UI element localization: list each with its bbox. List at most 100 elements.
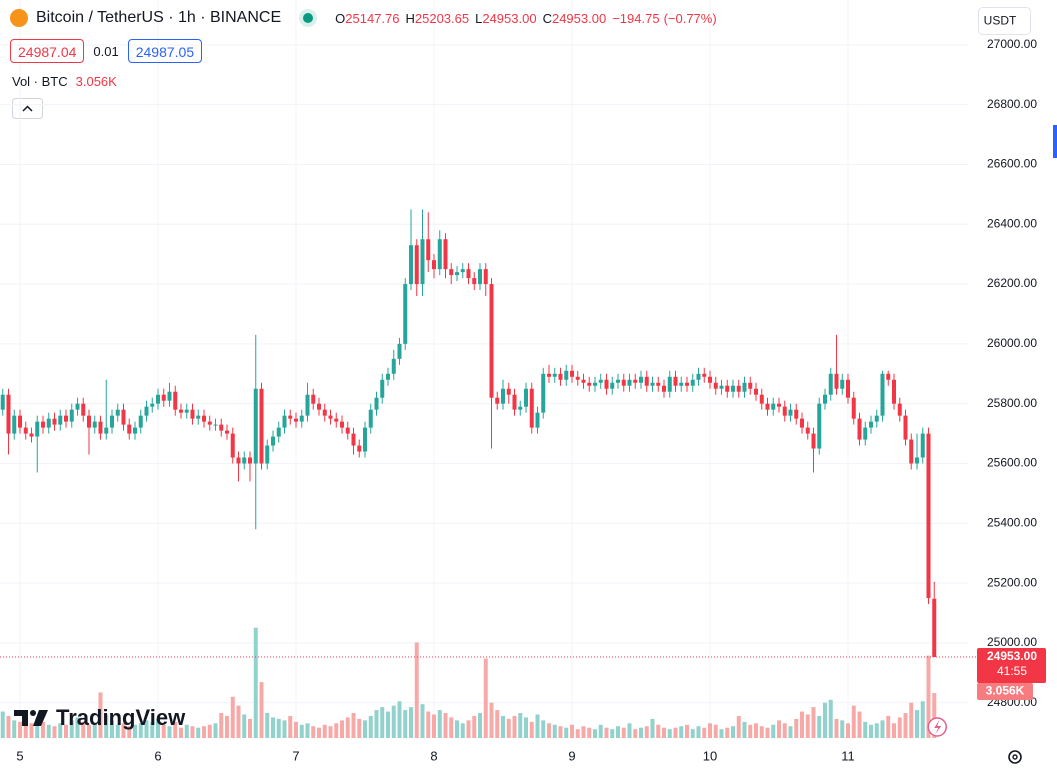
ohlc-value: 24953.00 — [482, 10, 537, 26]
volume-bar — [702, 727, 707, 738]
volume-bar — [219, 713, 224, 738]
volume-bar — [363, 720, 367, 738]
replay-button[interactable] — [927, 717, 947, 737]
candle-body — [846, 379, 850, 398]
candle-body — [357, 445, 362, 452]
currency-button[interactable]: USDT — [978, 7, 1031, 35]
candle-body — [52, 418, 57, 425]
volume-bar — [230, 696, 235, 738]
volume-bar — [437, 710, 442, 738]
volume-bar — [144, 720, 149, 738]
volume-bar — [265, 713, 270, 738]
candle-body — [219, 424, 224, 431]
volume-bar — [552, 724, 557, 738]
candle-body — [98, 421, 103, 434]
volume-bar — [104, 714, 109, 738]
change-percent: (−0.77%) — [663, 10, 717, 26]
candle-body — [759, 394, 764, 404]
volume-bar — [581, 726, 586, 738]
volume-bar — [903, 713, 908, 738]
volume-bar — [110, 720, 114, 738]
candle-body — [138, 415, 143, 428]
candle-body — [685, 382, 689, 386]
volume-bar — [138, 723, 143, 738]
volume-bar — [685, 724, 689, 738]
price-tag-label: 24953.00 — [987, 649, 1037, 663]
volume-bar — [322, 724, 327, 738]
y-tick-label: 25200.00 — [987, 575, 1037, 589]
candle-body — [437, 239, 442, 270]
volume-bar — [800, 711, 804, 738]
brand-logo: TradingView — [14, 705, 185, 731]
volume-bar — [432, 714, 436, 738]
ohlc-key: L — [475, 10, 483, 26]
volume-bar — [926, 655, 931, 738]
volume-bar — [29, 723, 34, 738]
ohlc-key: C — [542, 10, 552, 26]
volume-bar — [386, 711, 390, 738]
ohlc-value: 24953.00 — [551, 10, 607, 26]
settings-button[interactable] — [1008, 750, 1022, 764]
candle-body — [639, 376, 643, 383]
volume-bar — [834, 718, 839, 738]
candle-body — [161, 394, 166, 401]
x-tick-label: 9 — [568, 748, 575, 763]
y-tick-label: 25600.00 — [987, 456, 1037, 470]
candle-body — [593, 382, 597, 386]
candle-body — [903, 415, 908, 440]
volume-bar — [196, 727, 201, 738]
market-status[interactable] — [303, 13, 314, 23]
buy-price[interactable]: 24987.05 — [127, 39, 203, 63]
candle-body — [334, 418, 339, 422]
symbol-title[interactable]: Bitcoin / TetherUS · 1h · BINANCE — [36, 9, 282, 26]
volume-bar — [696, 726, 701, 738]
volume-bar — [248, 718, 252, 738]
candle-body — [731, 385, 735, 392]
candle-body — [708, 376, 712, 383]
candle-body — [581, 379, 586, 383]
volume-bar — [449, 717, 454, 738]
sell-price[interactable]: 24987.04 — [10, 39, 85, 63]
volume-bar — [328, 726, 333, 738]
volume-bar — [805, 714, 810, 738]
volume-bar — [69, 720, 74, 738]
candle-body — [455, 272, 459, 276]
symbol-header: Bitcoin / TetherUS · 1h · BINANCE O25147… — [10, 9, 717, 27]
candle-body — [449, 269, 454, 276]
candle-body — [317, 403, 321, 410]
volume-bar — [455, 720, 459, 738]
volume-bar — [242, 714, 247, 738]
volume-bar — [489, 702, 494, 738]
candle-body — [179, 409, 183, 413]
candle-body — [12, 415, 17, 434]
volume-bar — [840, 720, 845, 738]
volume-bar — [811, 707, 816, 738]
volume-bar — [587, 727, 592, 738]
candle-body — [150, 403, 155, 407]
volume-bar — [650, 718, 655, 738]
candle-body — [679, 382, 684, 386]
volume-bar — [0, 711, 5, 738]
ohlc-key: H — [405, 10, 415, 26]
candle-body — [501, 388, 505, 404]
candle-body — [811, 433, 816, 449]
volume-bar — [736, 715, 741, 738]
candle-body — [386, 373, 390, 380]
candle-body — [248, 457, 252, 464]
volume-bar — [851, 705, 856, 738]
collapse-button[interactable] — [12, 98, 43, 119]
volume-bar — [92, 723, 97, 738]
volume-bar — [777, 720, 781, 738]
replay-bolt — [934, 720, 942, 734]
candle-body — [570, 370, 574, 377]
candle-body — [299, 415, 304, 422]
volume-bar — [541, 720, 546, 738]
x-tick-label: 6 — [154, 748, 161, 763]
volume-bar — [18, 721, 22, 738]
volume-bar — [874, 723, 879, 738]
volume-bar — [58, 723, 63, 738]
volume-bar — [259, 682, 264, 738]
volume-bar — [472, 715, 477, 738]
brand-name: TradingView — [56, 705, 186, 730]
